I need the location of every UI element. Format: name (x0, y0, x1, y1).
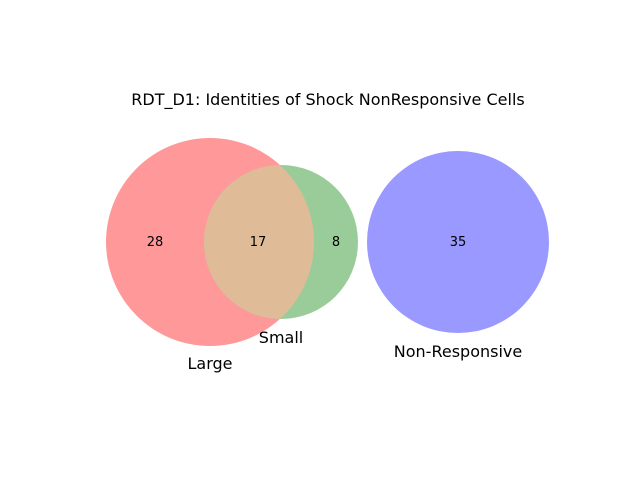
small-only-count: 8 (332, 235, 340, 250)
figure-title: RDT_D1: Identities of Shock NonResponsiv… (131, 90, 524, 110)
large-set-label: Large (187, 354, 232, 373)
large-small-overlap-region (204, 165, 314, 319)
small-set-label: Small (259, 328, 303, 347)
non-responsive-set-label: Non-Responsive (394, 342, 522, 361)
non-responsive-count: 35 (450, 235, 467, 250)
non-responsive-set-circle (367, 151, 549, 333)
large-small-overlap-count: 17 (250, 235, 267, 250)
large-only-count: 28 (147, 235, 164, 250)
